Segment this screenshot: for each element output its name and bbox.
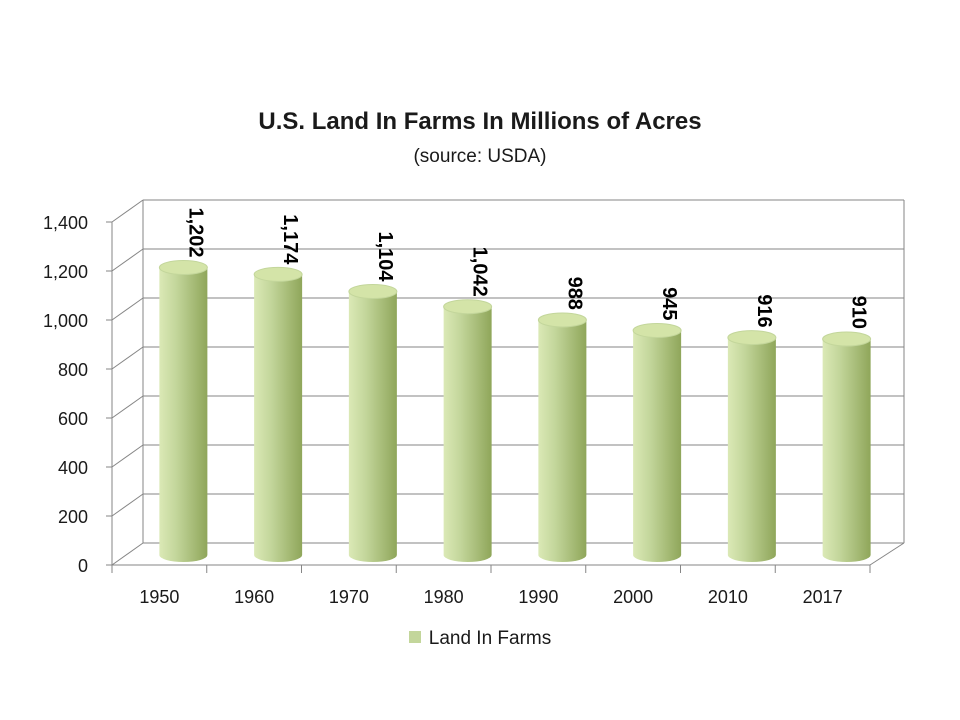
data-label-1960: 1,174 [279, 214, 301, 265]
bars [158, 260, 872, 563]
bar-1970 [348, 284, 398, 563]
bar-top [253, 266, 303, 282]
x-tick-label: 1990 [518, 587, 558, 607]
data-label-1990: 988 [563, 277, 585, 310]
chart-title: U.S. Land In Farms In Millions of Acres [258, 108, 702, 135]
y-tick-label: 1,200 [43, 262, 88, 282]
x-tick-label: 1970 [329, 587, 369, 607]
bar-body [443, 306, 492, 563]
bar-body [254, 274, 303, 563]
data-label-1970: 1,104 [374, 231, 396, 282]
gridline-diagonal [111, 444, 144, 468]
bar-top [158, 260, 208, 276]
bar-top [632, 322, 682, 338]
bar-top [348, 284, 398, 300]
bar-1980 [443, 299, 493, 563]
bar-body [822, 339, 871, 563]
bar-body [159, 267, 208, 563]
bar-top [822, 331, 872, 347]
x-tick-label: 1980 [424, 587, 464, 607]
bar-2017 [822, 331, 872, 563]
x-tick-label: 2017 [803, 587, 843, 607]
bar-2010 [727, 330, 777, 563]
gridline-diagonal [111, 542, 144, 566]
gridline-diagonal [111, 493, 144, 517]
bar-body [633, 330, 682, 563]
bar-body [348, 291, 397, 563]
x-tick-label: 1960 [234, 587, 274, 607]
gridline-diagonal [111, 199, 144, 223]
legend-swatch [408, 631, 421, 643]
gridline-diagonal [111, 346, 144, 370]
bar-1990 [537, 312, 587, 563]
data-label-1950: 1,202 [184, 207, 206, 257]
gridline-diagonal [111, 395, 144, 419]
data-label-1980: 1,042 [469, 247, 491, 297]
floor-right-edge [869, 542, 905, 566]
chart-subtitle: (source: USDA) [413, 146, 547, 167]
bar-body [538, 319, 587, 563]
gridline-diagonal [111, 248, 144, 272]
data-labels: 1,202 1,174 1,104 1,042 988 945 916 910 [184, 207, 869, 329]
x-axis-ticks: 1950 1960 1970 1980 1990 2000 2010 2017 [139, 587, 842, 607]
y-tick-label: 1,400 [43, 213, 88, 233]
bar-1950 [158, 260, 208, 563]
data-label-2000: 945 [658, 287, 680, 320]
bar-top [727, 330, 777, 346]
data-label-2010: 916 [753, 294, 775, 327]
y-tick-label: 800 [58, 360, 88, 380]
y-axis-ticks: 0 200 400 600 800 1,000 1,200 1,400 [43, 213, 88, 576]
y-tick-label: 1,000 [43, 311, 88, 331]
gridline-diagonal [111, 297, 144, 321]
y-tick-label: 0 [78, 556, 88, 576]
bar-top [537, 312, 587, 328]
bar-2000 [632, 322, 682, 563]
x-tick-label: 2010 [708, 587, 748, 607]
bar-1960 [253, 266, 303, 563]
bar-body [727, 337, 776, 563]
y-tick-label: 600 [58, 409, 88, 429]
legend-label: Land In Farms [428, 628, 552, 649]
bar-top [443, 299, 493, 315]
x-tick-label: 2000 [613, 587, 653, 607]
legend: Land In Farms [0, 628, 960, 650]
y-tick-label: 200 [58, 507, 88, 527]
data-label-2017: 910 [848, 296, 870, 329]
gridlines [106, 199, 905, 573]
x-tick-label: 1950 [139, 587, 179, 607]
y-tick-label: 400 [58, 458, 88, 478]
